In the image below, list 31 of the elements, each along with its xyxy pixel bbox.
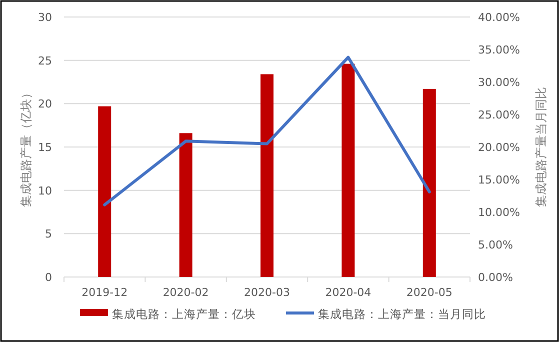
y2-tick-label: 35.00% [478, 44, 520, 56]
x-tick-label: 2019-12 [82, 286, 128, 299]
x-tick-label: 2020-03 [244, 286, 290, 299]
y-tick-label: 5 [45, 228, 52, 241]
y-axis-title: 集成电路产量（亿块） [19, 87, 33, 207]
y2-tick-label: 0.00% [478, 271, 513, 284]
bar [260, 74, 274, 277]
y2-tick-label: 20.00% [478, 141, 520, 154]
bar [179, 133, 192, 277]
x-tick-label: 2020-04 [325, 286, 372, 299]
y-tick-label: 30 [38, 11, 52, 24]
y2-tick-label: 25.00% [478, 108, 520, 122]
bar [98, 106, 112, 277]
y2-tick-label: 5.00% [478, 238, 513, 252]
y-tick-label: 25 [38, 54, 52, 68]
y2-tick-label: 10.00% [478, 206, 520, 219]
y2-axis-title: 集成电路产量当月同比 [534, 87, 548, 207]
y2-tick-label: 15.00% [478, 174, 520, 186]
y2-tick-label: 40.00% [478, 11, 520, 24]
x-tick-label: 2020-02 [162, 286, 209, 299]
y2-tick-label: 30.00% [478, 76, 520, 89]
bar [342, 64, 355, 277]
x-tick-label: 2020-05 [406, 286, 452, 299]
legend-label: 集成电路：上海产量：当月同比 [318, 307, 486, 321]
y-tick-label: 20 [38, 98, 52, 111]
legend-label: 集成电路：上海产量：亿块 [112, 307, 256, 321]
bar [422, 88, 436, 277]
y-tick-label: 0 [45, 271, 52, 284]
y-tick-label: 15 [38, 141, 52, 154]
y-tick-label: 10 [38, 184, 52, 198]
line-series [103, 56, 431, 206]
